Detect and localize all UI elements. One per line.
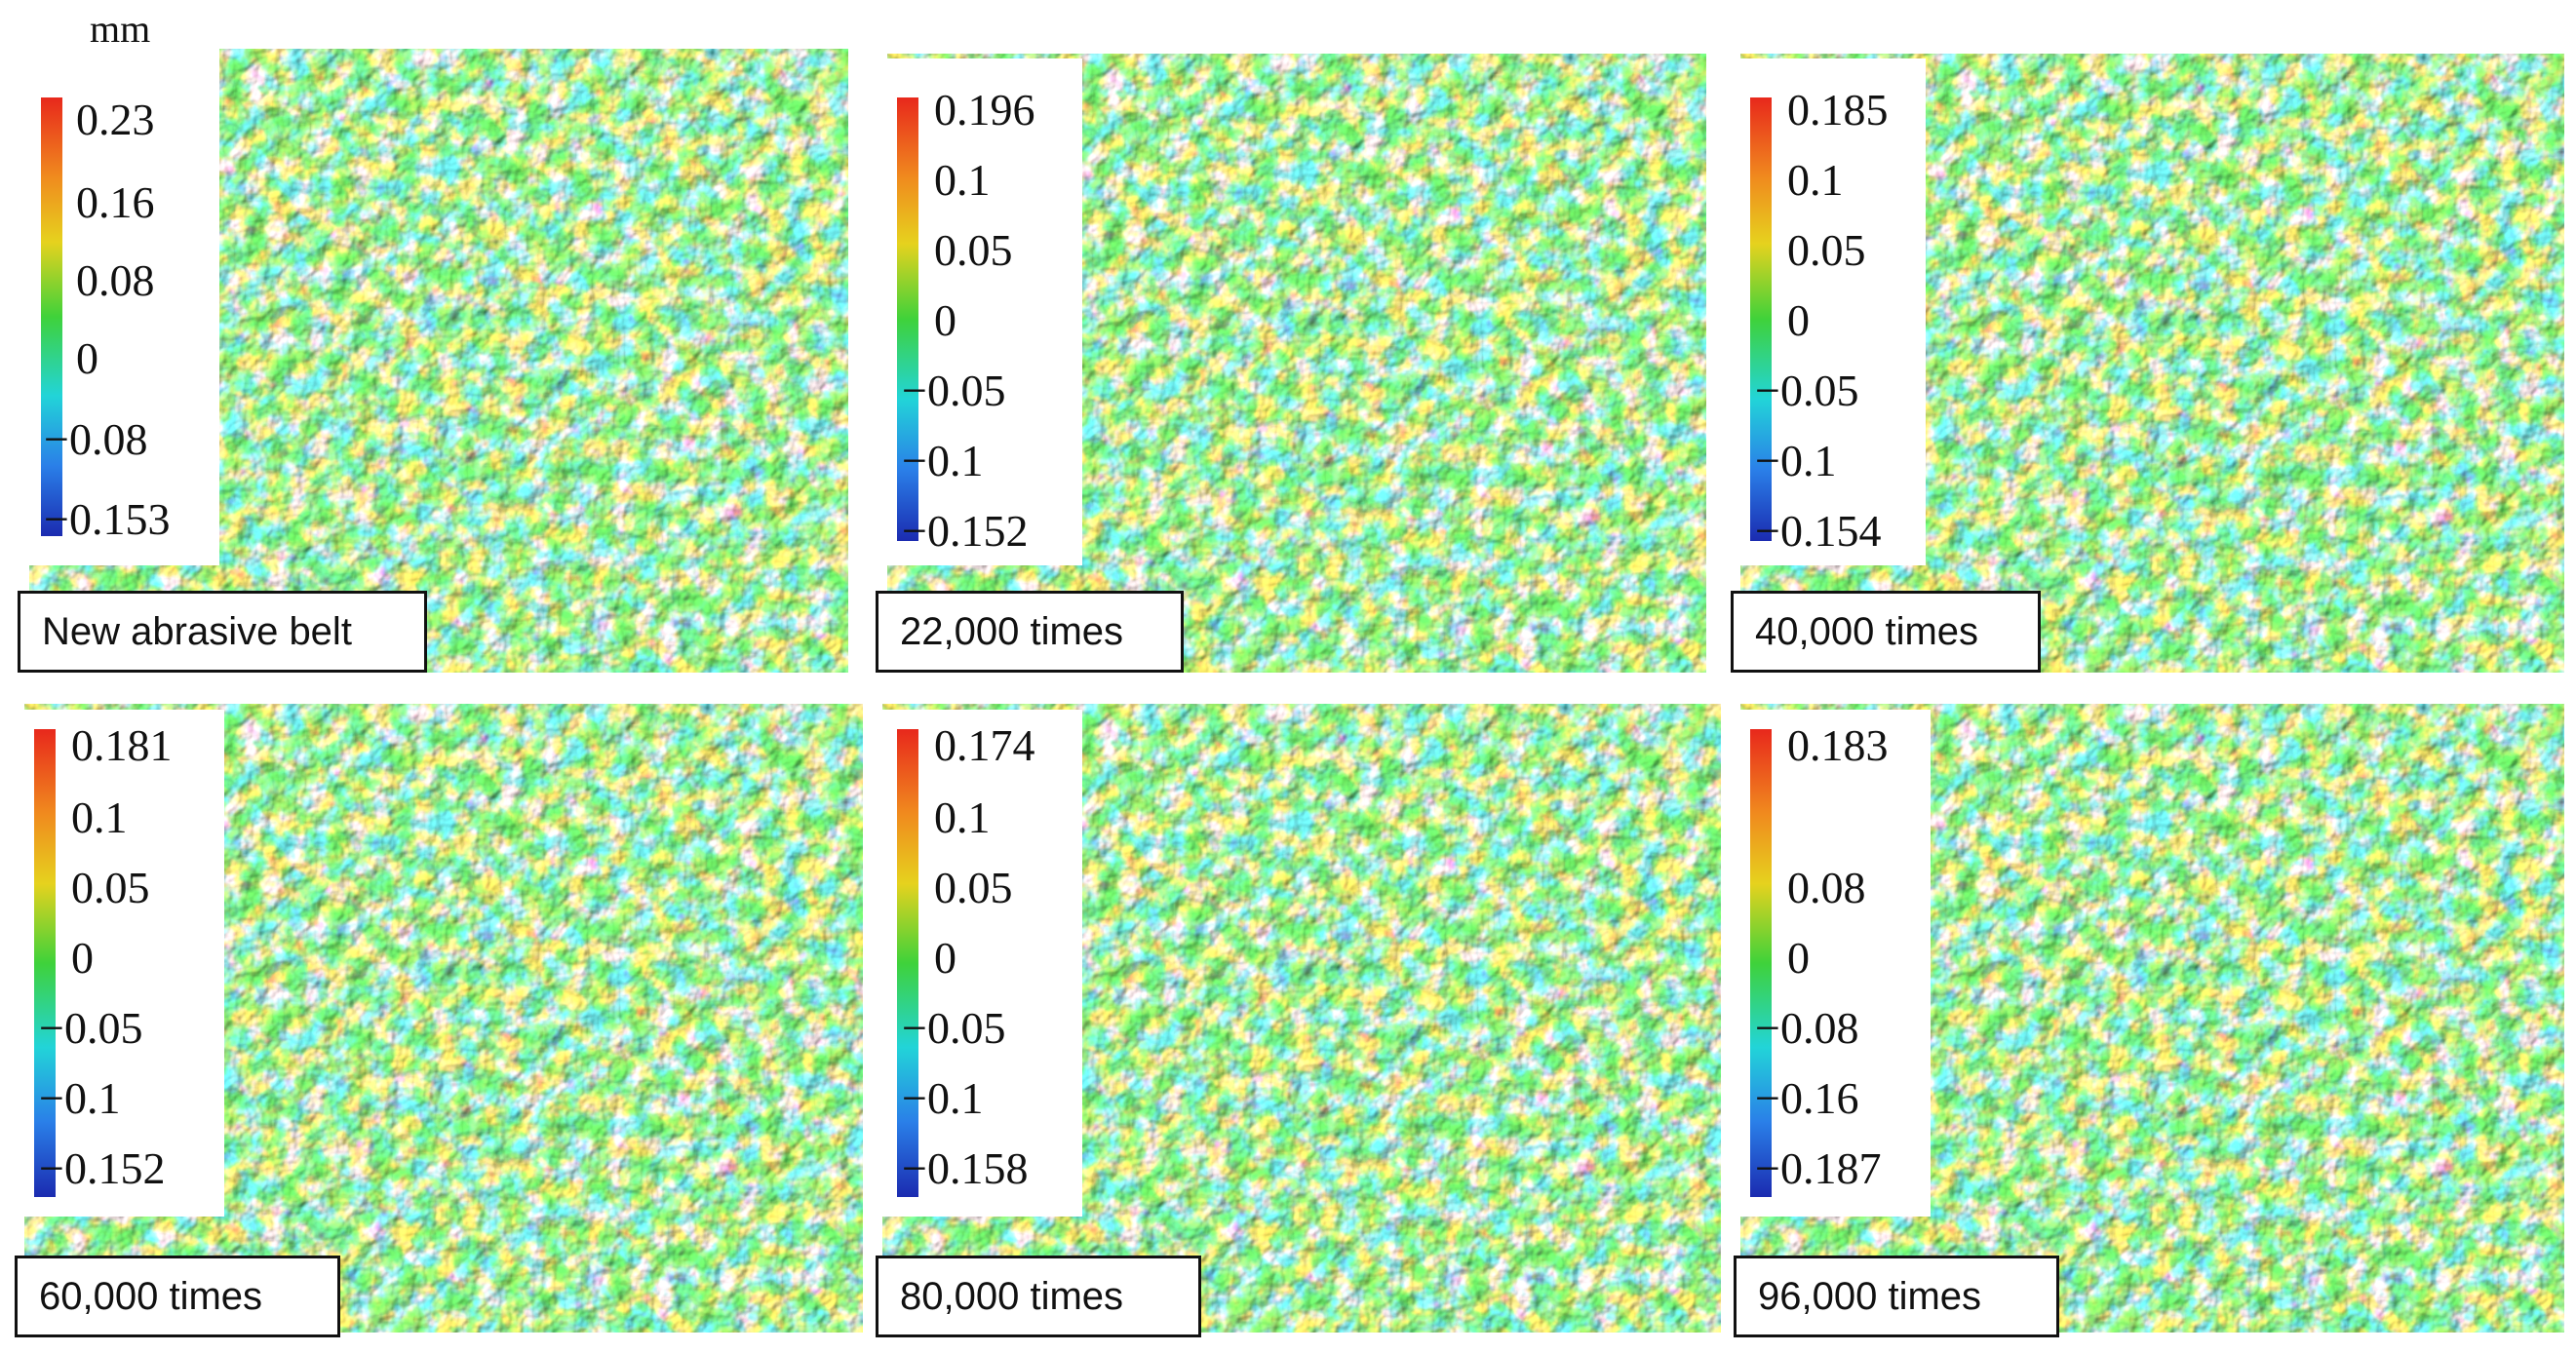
tick-label: 0.185 xyxy=(1787,85,1889,135)
tick-label: 0.05 xyxy=(1787,225,1866,275)
tick-label: −0.1 xyxy=(902,436,984,485)
tick-label: 0 xyxy=(1787,933,1810,983)
tick-label: −0.1 xyxy=(902,1073,984,1123)
colorbar xyxy=(1750,97,1772,541)
tick-label: −0.1 xyxy=(39,1073,121,1123)
color-legend: 0.185 0.1 0.05 0 −0.05 −0.1 −0.154 xyxy=(1731,58,1926,565)
panel-label: New abrasive belt xyxy=(18,591,427,673)
tick-label: −0.05 xyxy=(39,1003,143,1053)
tick-label: 0 xyxy=(1787,295,1810,345)
tick-label: 0 xyxy=(76,333,98,383)
tick-label: −0.16 xyxy=(1755,1073,1859,1123)
tick-label: 0.05 xyxy=(71,863,150,912)
tick-label: −0.08 xyxy=(44,414,148,464)
tick-label: 0.16 xyxy=(76,177,155,227)
tick-label: 0 xyxy=(934,933,956,983)
tick-label: 0.05 xyxy=(934,863,1013,912)
tick-label: −0.152 xyxy=(39,1143,166,1193)
tick-label: 0.1 xyxy=(1787,155,1844,205)
tick-label: 0 xyxy=(71,933,94,983)
tick-label: 0.1 xyxy=(71,792,128,842)
color-legend: mm 0.23 0.16 0.08 0 −0.08 −0.153 xyxy=(0,0,219,565)
color-legend: 0.183 0.08 0 −0.08 −0.16 −0.187 xyxy=(1731,710,1931,1217)
tick-label: −0.158 xyxy=(902,1143,1029,1193)
tick-label: −0.05 xyxy=(902,366,1006,415)
tick-label: 0.1 xyxy=(934,155,991,205)
panel-label: 96,000 times xyxy=(1734,1256,2059,1337)
tick-label: −0.08 xyxy=(1755,1003,1859,1053)
tick-label: 0.08 xyxy=(76,255,155,305)
panel-label: 40,000 times xyxy=(1731,591,2041,673)
tick-label: −0.05 xyxy=(1755,366,1859,415)
tick-label: 0.1 xyxy=(934,792,991,842)
colorbar xyxy=(41,97,62,536)
tick-label: 0.05 xyxy=(934,225,1013,275)
tick-label: 0.23 xyxy=(76,95,155,144)
tick-label: 0.08 xyxy=(1787,863,1866,912)
tick-label: 0.196 xyxy=(934,85,1035,135)
tick-label: −0.154 xyxy=(1755,506,1882,556)
tick-label: 0.183 xyxy=(1787,720,1889,770)
tick-label: 0.174 xyxy=(934,720,1035,770)
tick-label: −0.187 xyxy=(1755,1143,1882,1193)
tick-label: −0.05 xyxy=(902,1003,1006,1053)
color-legend: 0.196 0.1 0.05 0 −0.05 −0.1 −0.152 xyxy=(878,58,1082,565)
tick-label: 0 xyxy=(934,295,956,345)
panel-label: 80,000 times xyxy=(876,1256,1201,1337)
colorbar xyxy=(897,729,918,1197)
colorbar xyxy=(1750,729,1772,1197)
color-legend: 0.181 0.1 0.05 0 −0.05 −0.1 −0.152 xyxy=(15,710,224,1217)
tick-label: −0.153 xyxy=(44,494,171,544)
panel-label: 60,000 times xyxy=(15,1256,340,1337)
panel-label: 22,000 times xyxy=(876,591,1184,673)
tick-label: −0.1 xyxy=(1755,436,1837,485)
unit-label: mm xyxy=(90,7,151,51)
tick-label: 0.181 xyxy=(71,720,173,770)
tick-label: −0.152 xyxy=(902,506,1029,556)
color-legend: 0.174 0.1 0.05 0 −0.05 −0.1 −0.158 xyxy=(878,710,1082,1217)
colorbar xyxy=(34,729,56,1197)
colorbar xyxy=(897,97,918,541)
